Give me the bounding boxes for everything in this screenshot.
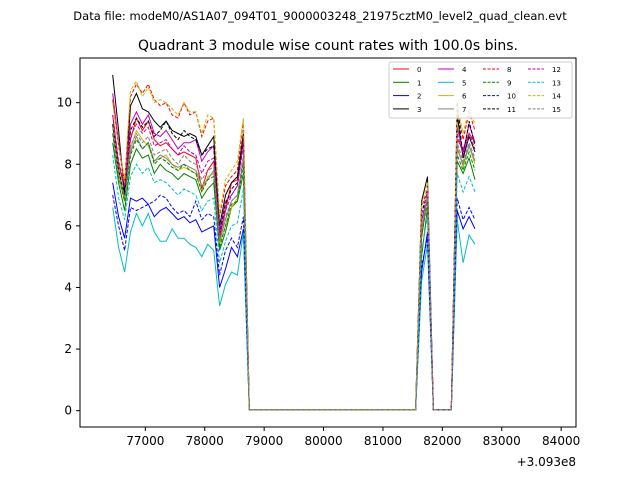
legend-label-15: 15 xyxy=(552,106,561,114)
x-tick-label: 84000 xyxy=(542,434,580,448)
y-tick-label: 4 xyxy=(64,280,72,294)
legend-label-7: 7 xyxy=(462,106,466,114)
legend-label-2: 2 xyxy=(417,93,421,101)
x-tick-label: 78000 xyxy=(186,434,224,448)
legend-label-6: 6 xyxy=(462,93,467,101)
series-line-12 xyxy=(112,114,476,411)
y-axis-ticks: 0 2 4 6 8 10 xyxy=(57,96,80,418)
legend-frame xyxy=(388,61,573,119)
plot-area-frame xyxy=(79,57,577,428)
y-tick-label: 6 xyxy=(64,219,72,233)
legend-label-8: 8 xyxy=(507,66,511,74)
legend-label-1: 1 xyxy=(417,79,421,87)
legend-label-5: 5 xyxy=(462,79,466,87)
legend-label-13: 13 xyxy=(552,79,561,87)
legend-label-3: 3 xyxy=(417,106,421,114)
y-tick-label: 8 xyxy=(64,157,72,171)
x-tick-label: 81000 xyxy=(364,434,402,448)
x-axis-ticks: 77000 78000 79000 80000 81000 82000 83000 84000 xyxy=(126,427,580,448)
legend-label-11: 11 xyxy=(507,106,516,114)
plot-lines xyxy=(112,74,476,411)
x-tick-label: 83000 xyxy=(483,434,521,448)
x-tick-label: 82000 xyxy=(423,434,461,448)
legend-label-12: 12 xyxy=(552,66,561,74)
y-tick-label: 10 xyxy=(57,96,72,110)
series-line-15 xyxy=(112,127,476,411)
legend-label-14: 14 xyxy=(552,93,561,101)
x-tick-label: 80000 xyxy=(304,434,342,448)
x-tick-label: 77000 xyxy=(126,434,164,448)
x-axis-offset-label: +3.093e8 xyxy=(517,455,576,469)
series-line-11 xyxy=(112,102,476,411)
legend-label-9: 9 xyxy=(507,79,511,87)
y-tick-label: 0 xyxy=(64,404,72,418)
y-tick-label: 2 xyxy=(64,342,72,356)
figure-suptitle: Data file: modeM0/AS1A07_094T01_90000032… xyxy=(73,9,567,23)
chart-title: Quadrant 3 module wise count rates with … xyxy=(138,38,518,54)
legend-label-4: 4 xyxy=(462,66,467,74)
legend-label-0: 0 xyxy=(417,66,421,74)
x-tick-label: 79000 xyxy=(245,434,283,448)
legend-label-10: 10 xyxy=(507,93,516,101)
